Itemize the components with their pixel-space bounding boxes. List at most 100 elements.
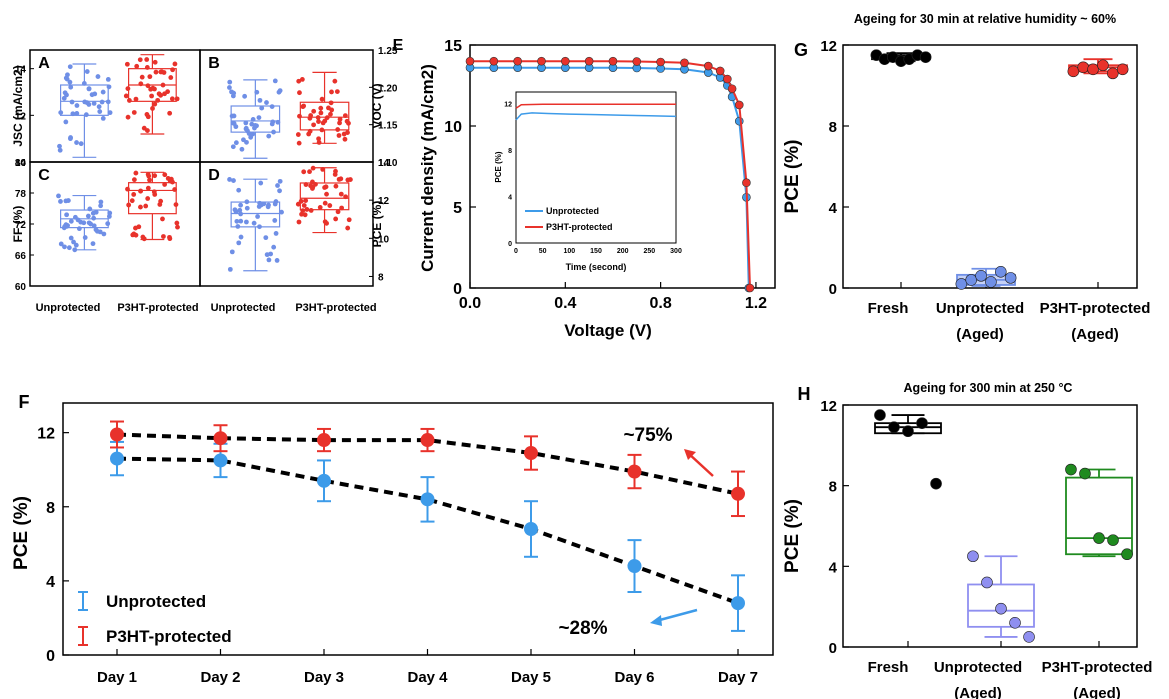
data-point bbox=[74, 140, 79, 145]
data-point bbox=[131, 177, 137, 183]
data-point bbox=[96, 104, 102, 110]
data-point bbox=[66, 245, 72, 251]
data-point bbox=[100, 116, 106, 121]
data-point bbox=[336, 176, 342, 182]
data-point bbox=[274, 258, 280, 263]
category-label: Unprotected bbox=[36, 302, 101, 314]
data-point bbox=[174, 220, 180, 226]
data-point bbox=[337, 120, 342, 126]
data-point bbox=[243, 125, 249, 131]
data-point bbox=[238, 218, 244, 224]
data-point bbox=[299, 211, 304, 217]
data-point bbox=[723, 74, 732, 84]
data-point bbox=[138, 188, 143, 194]
data-point bbox=[139, 74, 145, 80]
plot-frame bbox=[842, 404, 1138, 648]
data-point bbox=[161, 234, 166, 239]
box-p3ht-protected bbox=[299, 71, 350, 144]
data-point bbox=[84, 69, 90, 74]
data-point bbox=[731, 596, 745, 611]
data-point bbox=[95, 74, 101, 79]
panel-g: Ageing for 30 min at relative humidity ~… bbox=[782, 12, 1150, 343]
panel-frame bbox=[29, 49, 201, 163]
data-point bbox=[742, 178, 751, 187]
data-point bbox=[68, 84, 74, 90]
tick-label: 12 bbox=[378, 196, 390, 207]
data-point bbox=[328, 111, 333, 117]
y-tick-label: 4 bbox=[829, 559, 838, 576]
data-point bbox=[1065, 463, 1077, 476]
data-point bbox=[874, 409, 886, 421]
plot-frame bbox=[62, 402, 774, 656]
data-point bbox=[902, 425, 914, 438]
data-point bbox=[145, 172, 151, 177]
data-point bbox=[301, 169, 307, 175]
data-point bbox=[264, 100, 269, 105]
data-point bbox=[67, 79, 73, 85]
data-point bbox=[489, 56, 499, 66]
data-points-p3ht bbox=[295, 76, 351, 146]
data-point bbox=[524, 522, 538, 536]
data-points-unprotected bbox=[57, 64, 113, 153]
chart-title: Ageing for 30 min at relative humidity ~… bbox=[854, 12, 1116, 26]
data-point bbox=[130, 232, 136, 238]
data-point bbox=[237, 207, 243, 213]
data-point bbox=[317, 433, 331, 448]
data-point bbox=[152, 101, 158, 107]
y-axis-label: Current density (mA/cm2) bbox=[418, 64, 437, 272]
x-axis-label: Voltage (V) bbox=[564, 321, 652, 340]
data-point bbox=[1023, 631, 1035, 643]
data-point bbox=[86, 86, 92, 92]
data-point bbox=[323, 184, 329, 190]
inset-y-tick-label: 8 bbox=[508, 148, 512, 155]
inset-x-tick-label: 200 bbox=[617, 248, 629, 255]
data-point bbox=[342, 136, 348, 142]
data-point bbox=[317, 473, 331, 488]
data-point bbox=[327, 203, 333, 208]
data-point bbox=[162, 172, 168, 178]
y-axis-label: VOC (V) bbox=[370, 83, 384, 128]
y-tick-label: 8 bbox=[829, 119, 837, 136]
data-point bbox=[131, 192, 137, 197]
data-point bbox=[161, 70, 167, 75]
data-point bbox=[213, 431, 228, 446]
data-point bbox=[242, 93, 248, 99]
category-sublabel: (Aged) bbox=[1071, 326, 1119, 343]
data-point bbox=[272, 218, 278, 223]
data-point bbox=[916, 417, 928, 429]
y-axis-label: FF (%) bbox=[11, 206, 25, 243]
data-point bbox=[316, 136, 321, 142]
data-point bbox=[319, 96, 325, 102]
category-label: P3HT-protected bbox=[1040, 300, 1151, 317]
legend-label: Unprotected bbox=[546, 206, 599, 216]
data-point bbox=[93, 227, 99, 233]
data-point bbox=[335, 209, 341, 215]
tick-label: 10 bbox=[15, 158, 27, 169]
x-tick-label: 0.0 bbox=[459, 295, 481, 312]
data-point bbox=[86, 102, 92, 107]
tick-label: 1.10 bbox=[378, 158, 398, 169]
data-point bbox=[69, 99, 75, 105]
tick-label: 1.20 bbox=[378, 83, 398, 94]
inset-frame bbox=[515, 91, 677, 244]
data-point bbox=[296, 78, 302, 84]
data-point bbox=[1093, 532, 1105, 544]
data-point bbox=[524, 446, 538, 461]
data-point bbox=[338, 191, 344, 197]
data-point bbox=[308, 208, 314, 213]
data-point bbox=[125, 86, 131, 91]
data-point bbox=[57, 147, 63, 153]
y-tick-label: 12 bbox=[37, 426, 55, 443]
data-point bbox=[333, 183, 339, 189]
data-point bbox=[145, 196, 151, 201]
tick-label: 66 bbox=[15, 251, 27, 262]
data-point bbox=[336, 133, 342, 138]
data-point bbox=[256, 115, 262, 120]
data-point bbox=[347, 177, 353, 182]
inset-series-line bbox=[515, 112, 677, 121]
data-point bbox=[318, 110, 324, 116]
box-p3ht-protected-box bbox=[1065, 476, 1133, 556]
data-point bbox=[1009, 616, 1021, 629]
data-point bbox=[332, 172, 338, 177]
box-p3ht-protected bbox=[299, 167, 350, 234]
